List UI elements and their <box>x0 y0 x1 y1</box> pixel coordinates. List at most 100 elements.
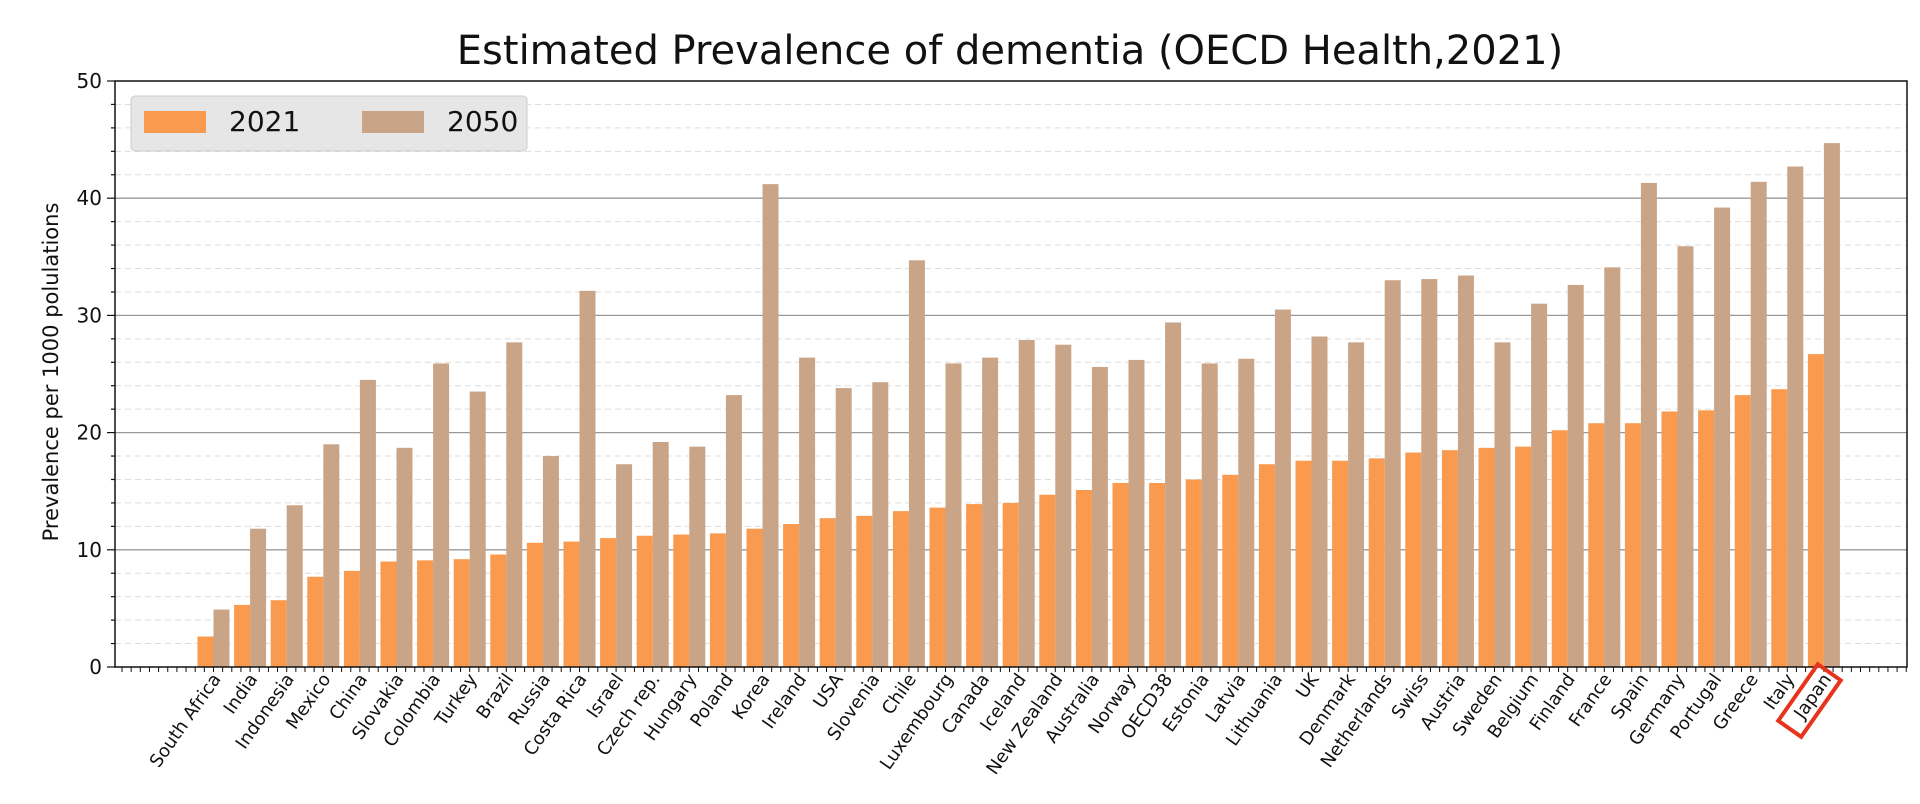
bar-2021-estonia <box>1185 479 1202 667</box>
bar-2021-canada <box>966 504 983 667</box>
bar-2050-costa-rica <box>579 290 596 667</box>
y-tick-label: 50 <box>77 69 102 93</box>
bar-2021-portugal <box>1698 410 1715 667</box>
bar-2050-oecd38 <box>1165 322 1182 667</box>
legend-label-2050: 2050 <box>447 105 518 138</box>
bar-2021-hungary <box>673 534 690 667</box>
legend-box <box>130 95 528 152</box>
x-tick-label: UK <box>1292 669 1324 702</box>
bar-2021-denmark <box>1332 460 1349 667</box>
bar-2021-south-africa <box>197 636 214 667</box>
bar-2050-estonia <box>1201 363 1218 667</box>
bar-2050-denmark <box>1348 342 1365 667</box>
y-tick-label: 30 <box>77 303 102 327</box>
bar-2050-latvia <box>1238 358 1255 667</box>
bar-2021-australia <box>1075 490 1092 667</box>
legend-swatch-2021 <box>144 111 206 133</box>
bar-2021-sweden <box>1478 447 1495 667</box>
ticks: 0 10 20 30 40 50 <box>77 69 1907 679</box>
bar-2021-lithuania <box>1258 464 1275 667</box>
bar-2050-korea <box>762 184 779 668</box>
bar-2050-iceland <box>1018 340 1035 667</box>
bar-2050-poland <box>725 395 742 667</box>
bar-2050-hungary <box>689 446 706 667</box>
bar-2050-netherlands <box>1384 280 1401 667</box>
bar-2050-ireland <box>799 357 816 667</box>
bar-2050-china <box>359 379 376 667</box>
bar-2050-colombia <box>433 363 450 667</box>
bar-2050-slovakia <box>396 447 413 667</box>
x-tick-label-group: South Africa <box>146 670 226 772</box>
bar-2050-brazil <box>506 342 523 667</box>
bar-2021-colombia <box>417 560 434 667</box>
chart-title: Estimated Prevalence of dementia (OECD H… <box>457 28 1563 74</box>
bar-2021-new-zealand <box>1039 494 1056 667</box>
bar-2021-turkey <box>453 559 470 667</box>
bar-2050-italy <box>1787 166 1804 667</box>
bar-2021-czech-rep- <box>636 535 653 667</box>
legend-label-2021: 2021 <box>229 105 300 138</box>
y-tick-label: 40 <box>77 186 102 210</box>
bar-2050-germany <box>1677 246 1694 667</box>
bar-2021-mexico <box>307 576 324 667</box>
y-tick-label: 0 <box>89 655 102 679</box>
bar-2021-japan <box>1807 354 1824 667</box>
bar-2021-swiss <box>1405 452 1422 667</box>
bar-2050-indonesia <box>286 505 303 667</box>
bar-2050-finland <box>1567 284 1584 667</box>
bar-2021-norway <box>1112 482 1129 667</box>
bar-2050-chile <box>908 260 925 667</box>
bar-2050-new-zealand <box>1055 344 1072 667</box>
bar-2050-norway <box>1128 359 1145 667</box>
bar-2050-mexico <box>323 444 340 667</box>
bar-2050-japan <box>1823 143 1840 668</box>
bar-2050-russia <box>542 456 559 667</box>
bar-2050-turkey <box>469 391 486 667</box>
bar-2021-slovakia <box>380 561 397 667</box>
bar-2050-slovenia <box>872 382 889 667</box>
bar-2050-lithuania <box>1274 309 1291 667</box>
x-tick-labels: South AfricaIndiaIndonesiaMexicoChinaSlo… <box>146 661 1844 779</box>
bar-2050-swiss <box>1421 279 1438 667</box>
bar-2021-spain <box>1624 423 1641 667</box>
bar-2021-ireland <box>783 524 800 667</box>
y-axis-label: Prevalence per 1000 polulations <box>39 203 63 542</box>
bar-2050-france <box>1604 267 1621 667</box>
bar-2021-greece <box>1734 395 1751 667</box>
bar-2021-poland <box>709 533 726 667</box>
bar-2021-russia <box>526 542 543 667</box>
bar-2050-south-africa <box>213 609 230 667</box>
bar-2021-germany <box>1661 411 1678 667</box>
axes <box>114 80 1908 668</box>
legend-swatch-2050 <box>362 111 424 133</box>
bar-2021-costa-rica <box>563 541 580 667</box>
bar-2021-belgium <box>1515 446 1532 667</box>
bar-2050-uk <box>1311 336 1328 667</box>
bar-2050-czech-rep- <box>652 441 669 667</box>
plot-frame <box>114 80 1908 668</box>
bar-2050-portugal <box>1714 207 1731 668</box>
bar-2050-israel <box>616 464 633 667</box>
bar-2021-italy <box>1771 389 1788 667</box>
bar-2021-slovenia <box>856 515 873 667</box>
bar-2021-iceland <box>1002 502 1019 667</box>
x-tick-label-group: UK <box>1292 669 1324 702</box>
x-tick-label: South Africa <box>146 670 226 772</box>
bar-2021-israel <box>600 538 617 667</box>
bar-2021-latvia <box>1222 474 1239 667</box>
bar-2021-uk <box>1295 460 1312 667</box>
bars <box>197 143 1840 668</box>
bar-2050-australia <box>1091 366 1108 667</box>
bar-2021-france <box>1588 423 1605 667</box>
bar-2050-belgium <box>1531 303 1548 667</box>
bar-2050-canada <box>982 357 999 667</box>
bar-2021-indonesia <box>270 600 287 667</box>
bar-2021-austria <box>1441 450 1458 667</box>
bar-2050-spain <box>1640 182 1657 668</box>
bar-2050-luxembourg <box>945 363 962 667</box>
y-tick-label: 20 <box>77 421 102 445</box>
bar-2021-chile <box>892 511 909 667</box>
highlight-box <box>1775 661 1844 740</box>
